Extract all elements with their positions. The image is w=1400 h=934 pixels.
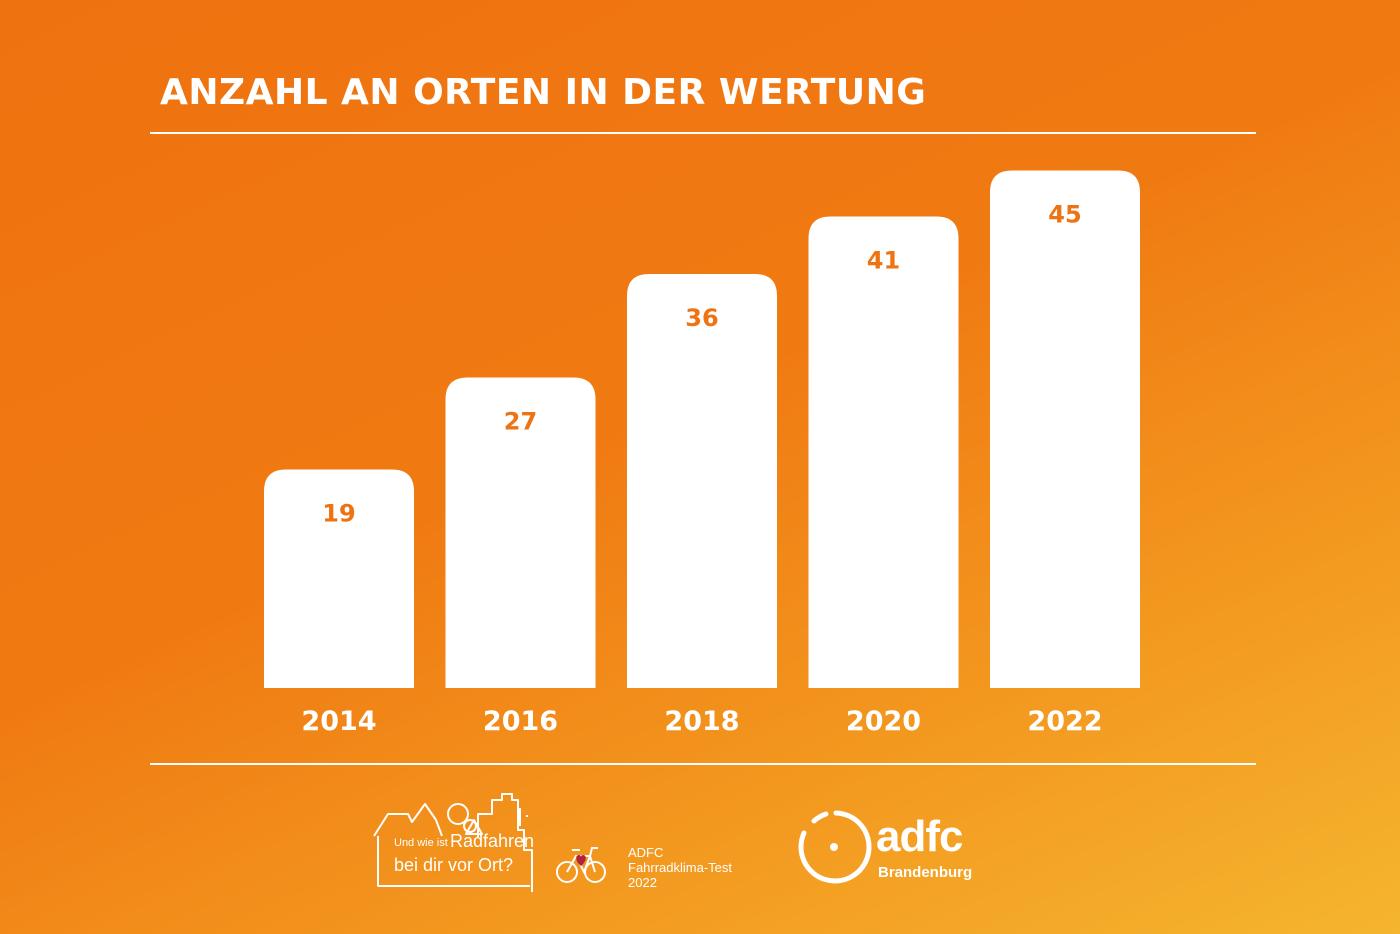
category-label-2022: 2022	[1027, 706, 1102, 737]
value-label-2016: 27	[504, 408, 537, 436]
adfc-logo: adfc Brandenburg	[790, 805, 1020, 895]
category-labels-group: 2014 2016 2018 2020 2022	[301, 706, 1102, 737]
campaign-line2: bei dir vor Ort?	[394, 855, 514, 875]
category-label-2018: 2018	[664, 706, 739, 737]
bicycle-heart-icon	[556, 847, 606, 883]
footer-divider	[150, 763, 1256, 765]
test-line2: Fahrradklima-Test	[628, 860, 733, 875]
adfc-region: Brandenburg	[878, 864, 973, 881]
town-skyline-icon	[373, 793, 533, 892]
bar-2014	[264, 469, 414, 688]
title-divider	[150, 132, 1256, 134]
test-line1: ADFC	[628, 845, 664, 860]
adfc-wheel-icon	[798, 810, 872, 884]
chart-title: ANZAHL AN ORTEN IN DER WERTUNG	[160, 72, 927, 113]
bar-2020	[808, 216, 959, 688]
category-label-2014: 2014	[301, 706, 376, 737]
bars-group	[264, 170, 1140, 688]
campaign-logo: Und wie ist Radfahren bei dir vor Ort? A…	[370, 790, 770, 900]
category-label-2020: 2020	[846, 706, 921, 737]
adfc-wordmark: adfc	[876, 812, 963, 861]
test-line3: 2022	[628, 875, 657, 890]
bar-2022	[990, 170, 1140, 688]
category-label-2016: 2016	[483, 706, 558, 737]
bar-chart: 19 27 36 41 45 2014 2016 2018 2020 2022	[264, 170, 1140, 737]
bar-2018	[627, 274, 777, 688]
value-labels-group: 19 27 36 41 45	[322, 201, 1081, 528]
campaign-line1-big: Radfahren	[450, 831, 535, 851]
value-label-2020: 41	[867, 247, 900, 275]
bar-2016	[445, 377, 596, 688]
value-label-2014: 19	[322, 500, 355, 528]
value-label-2018: 36	[685, 304, 718, 332]
campaign-line1-small: Und wie ist	[394, 837, 448, 849]
value-label-2022: 45	[1048, 201, 1081, 229]
